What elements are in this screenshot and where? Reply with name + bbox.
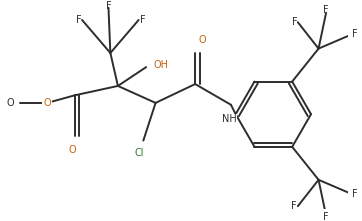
- Text: NH: NH: [222, 114, 236, 124]
- Text: F: F: [323, 212, 329, 221]
- Text: F: F: [106, 1, 111, 11]
- Text: F: F: [291, 201, 297, 211]
- Text: F: F: [292, 17, 298, 27]
- Text: Cl: Cl: [135, 148, 144, 158]
- Text: F: F: [353, 189, 358, 199]
- Text: O: O: [199, 35, 207, 46]
- Text: F: F: [352, 29, 357, 40]
- Text: OH: OH: [154, 60, 169, 70]
- Text: F: F: [76, 15, 81, 25]
- Text: O: O: [69, 145, 76, 155]
- Text: O: O: [43, 98, 51, 108]
- Text: F: F: [323, 5, 329, 15]
- Text: O: O: [43, 98, 51, 108]
- Text: F: F: [140, 15, 145, 25]
- Text: O: O: [7, 98, 14, 108]
